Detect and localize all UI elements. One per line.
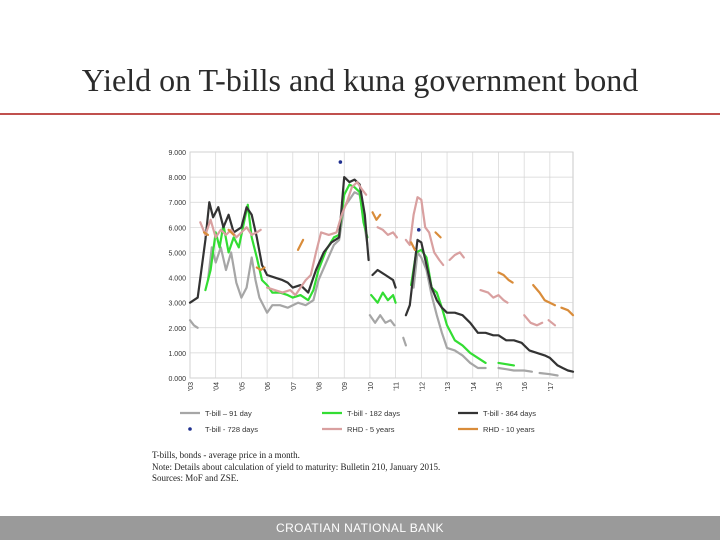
series-line-t-bill-91-day [497,366,533,373]
slide-title: Yield on T-bills and kuna government bon… [81,62,639,98]
x-tick-label: '09 [342,382,349,391]
series-line-t-bill-364-days [188,176,370,304]
title-divider [0,113,720,115]
series-line-t-bill-91-day [188,319,199,329]
x-tick-label: '05 [239,382,246,391]
series-line-rhd-10-years [497,271,514,284]
x-tick-label: '15 [496,382,503,391]
y-tick-label: 8.000 [168,175,186,182]
legend-marker [188,427,192,431]
y-tick-label: 0.000 [168,376,186,383]
series-line-rhd-10-years [410,241,416,251]
x-tick-label: '17 [548,382,555,391]
x-tick-label: '16 [522,382,529,391]
y-tick-label: 6.000 [168,225,186,232]
series-line-rhd-10-years [296,238,305,251]
x-tick-label: '06 [265,382,272,391]
y-tick-label: 7.000 [168,200,186,207]
y-tick-label: 5.000 [168,250,186,257]
legend-label: T-bill - 364 days [483,409,536,418]
x-tick-label: '14 [471,382,478,391]
y-tick-label: 3.000 [168,301,186,308]
footer-bar: CROATIAN NATIONAL BANK [0,516,720,540]
series-line-rhd-5-years [376,226,398,239]
series-point-t-bill-728-days [338,160,343,164]
y-tick-label: 2.000 [168,326,186,333]
series-line-rhd-10-years [227,228,235,236]
x-tick-label: '03 [188,382,195,391]
series-line-rhd-5-years [404,196,445,267]
series-line-t-bill-91-day [368,314,396,327]
legend-label: T-bill – 91 day [205,409,252,418]
legend-label: T-bill - 182 days [347,409,400,418]
yield-chart: 0.000 1.000 2.000 3.000 4.000 5.000 6.000 7.000… [168,150,575,434]
series-line-t-bill-364-days [371,268,397,289]
chart-notes: T-bills, bonds - average price in a mont… [152,450,572,485]
series-line-t-bill-91-day [538,371,559,377]
series-line-t-bill-91-day [412,251,487,370]
legend-label: RHD - 10 years [483,425,535,434]
series-line-rhd-10-years [255,266,266,272]
x-tick-label: '11 [394,382,401,391]
x-tick-label: '13 [445,382,452,391]
x-tick-label: '12 [419,382,426,391]
legend-label: T-bill - 728 days [205,425,258,434]
series-line-t-bill-182-days [497,361,515,367]
plot-area [189,151,574,379]
series-line-rhd-10-years [203,231,210,236]
series-line-t-bill-91-day [402,336,407,347]
footer-text: CROATIAN NATIONAL BANK [276,521,444,535]
note-line: Sources: MoF and ZSE. [152,473,239,483]
y-tick-label: 4.000 [168,276,186,283]
series-line-t-bill-182-days [370,291,397,304]
series-line-rhd-5-years [448,251,465,262]
series-line-rhd-5-years [479,289,509,304]
series-line-rhd-5-years [199,218,262,239]
x-tick-label: '07 [291,382,298,391]
x-tick-label: '08 [317,382,324,391]
series-line-rhd-5-years [547,319,557,327]
note-line: Note: Details about calculation of yield… [152,461,441,472]
note-line: T-bills, bonds - average price in a mont… [152,450,300,460]
legend-label: RHD - 5 years [347,425,395,434]
series-line-t-bill-364-days [404,238,575,373]
series-line-rhd-5-years [266,181,368,297]
series-line-rhd-10-years [371,211,382,221]
x-tick-label: '04 [214,382,221,391]
x-tick-label: '10 [368,382,375,391]
series-line-rhd-10-years [560,306,575,317]
y-tick-label: 9.000 [168,150,186,157]
series-line-rhd-10-years [434,231,442,239]
series-line-rhd-10-years [532,284,557,307]
y-tick-label: 1.000 [168,351,186,358]
series-line-rhd-5-years [523,314,544,327]
series-point-t-bill-728-days [416,228,421,232]
